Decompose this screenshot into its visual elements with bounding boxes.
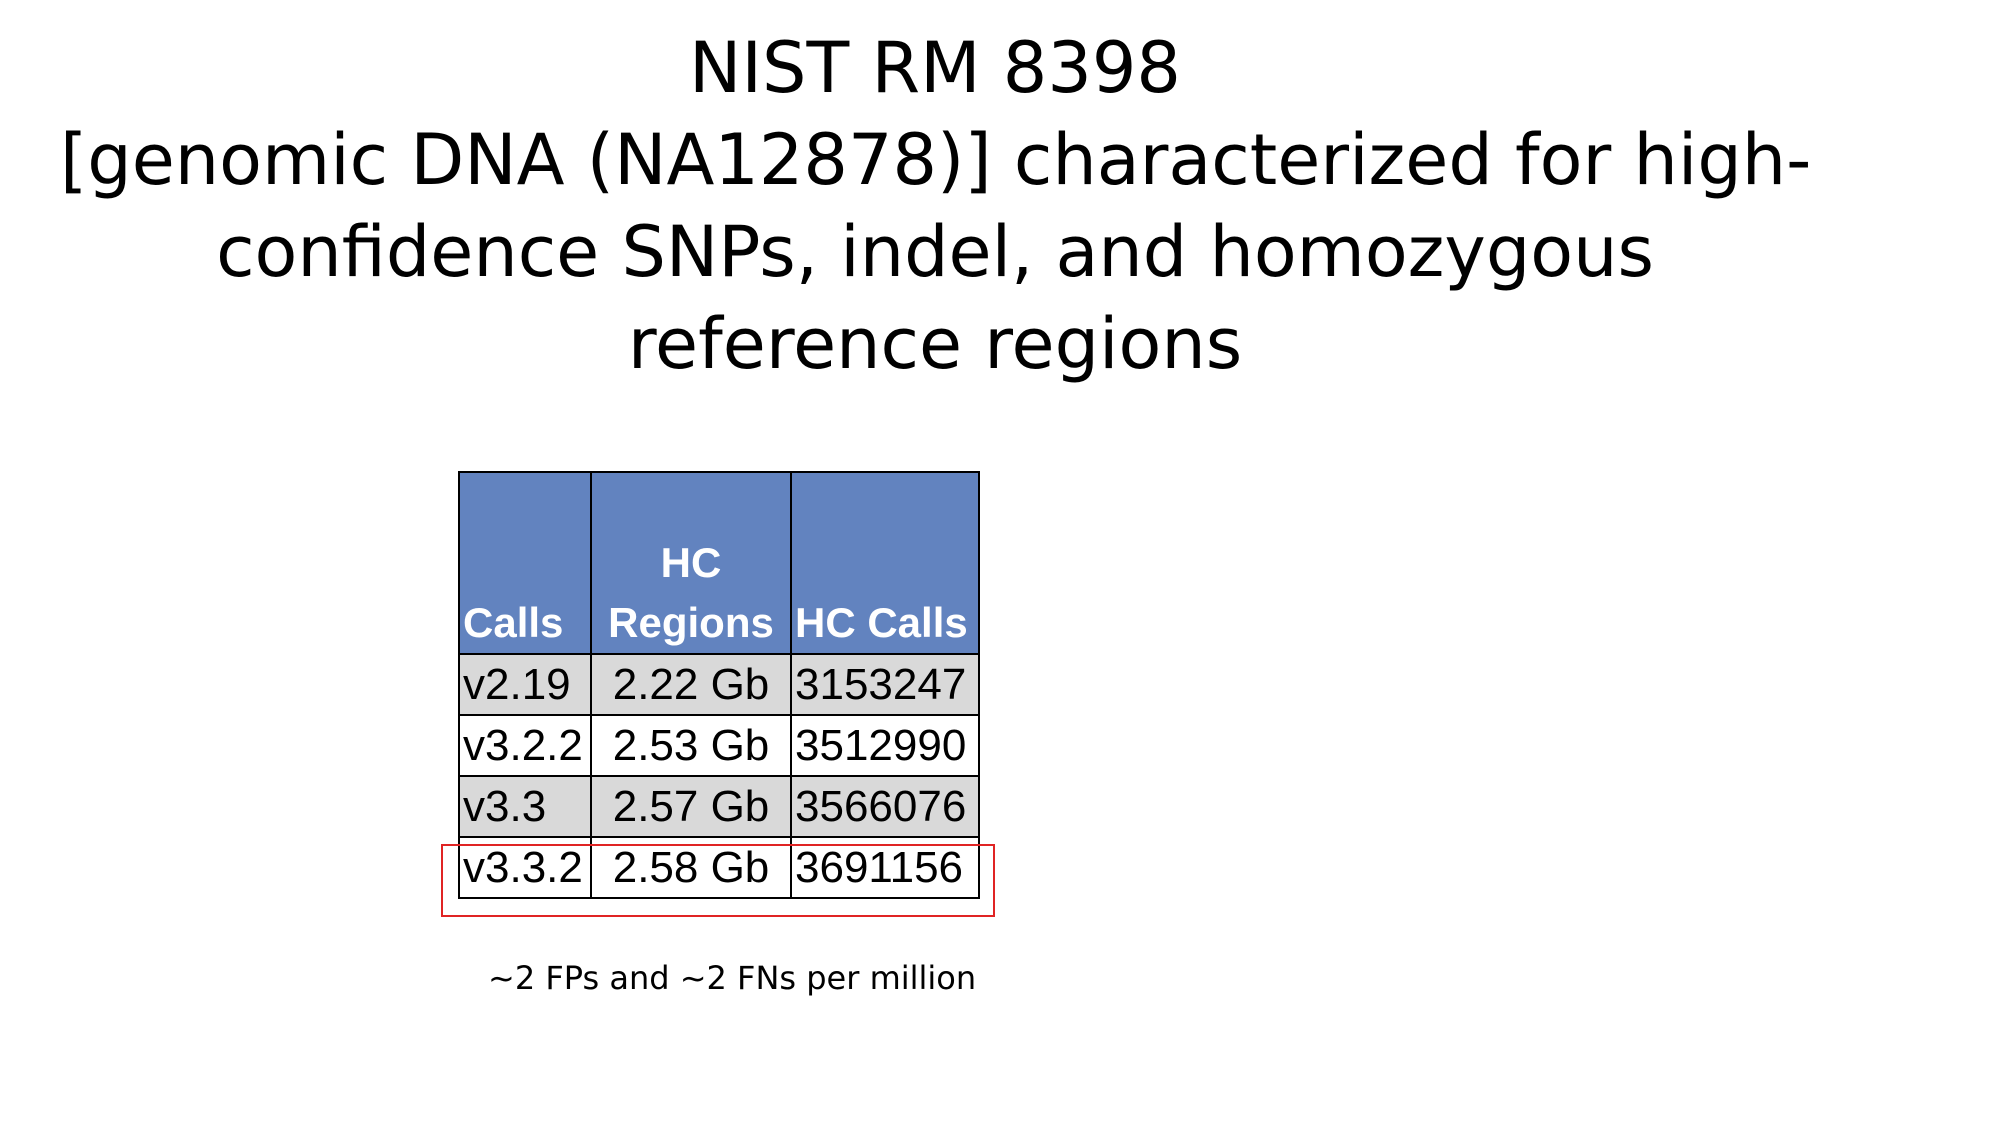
title-line-1: NIST RM 8398 — [689, 27, 1181, 109]
table-row: v3.2.2 2.53 Gb 3512990 — [458, 714, 980, 777]
title-line-2: [genomic DNA (NA12878)] characterized fo… — [60, 119, 1812, 201]
table-row: v3.3 2.57 Gb 3566076 — [458, 775, 980, 838]
hc-calls-table: Calls HC Regions HC Calls v2.19 2.22 Gb … — [458, 471, 980, 899]
slide-title: NIST RM 8398 [genomic DNA (NA12878)] cha… — [60, 22, 1812, 390]
cell-calls: v3.3.2 — [458, 836, 592, 899]
cell-hc-calls: 3512990 — [790, 714, 980, 777]
cell-hc-calls: 3691156 — [790, 836, 980, 899]
cell-hc-regions: 2.53 Gb — [590, 714, 792, 777]
cell-hc-regions: 2.22 Gb — [590, 653, 792, 716]
cell-calls: v3.3 — [458, 775, 592, 838]
cell-hc-calls: 3153247 — [790, 653, 980, 716]
title-line-3: confidence SNPs, indel, and homozygous — [216, 211, 1654, 293]
table-row: v2.19 2.22 Gb 3153247 — [458, 653, 980, 716]
table-row-highlighted: v3.3.2 2.58 Gb 3691156 — [458, 836, 980, 899]
header-hc-calls: HC Calls — [790, 471, 980, 655]
cell-hc-calls: 3566076 — [790, 775, 980, 838]
cell-hc-regions: 2.57 Gb — [590, 775, 792, 838]
header-hc-regions: HC Regions — [590, 471, 792, 655]
cell-calls: v2.19 — [458, 653, 592, 716]
header-hc-regions-line-1: HC — [660, 539, 722, 586]
header-hc-regions-line-2: Regions — [608, 599, 774, 646]
cell-calls: v3.2.2 — [458, 714, 592, 777]
cell-hc-regions: 2.58 Gb — [590, 836, 792, 899]
hc-table-container: Calls HC Regions HC Calls v2.19 2.22 Gb … — [458, 471, 980, 899]
table-header-row: Calls HC Regions HC Calls — [458, 471, 980, 655]
header-calls: Calls — [458, 471, 592, 655]
footnote: ~2 FPs and ~2 FNs per million — [488, 959, 977, 997]
title-line-4: reference regions — [627, 303, 1243, 385]
